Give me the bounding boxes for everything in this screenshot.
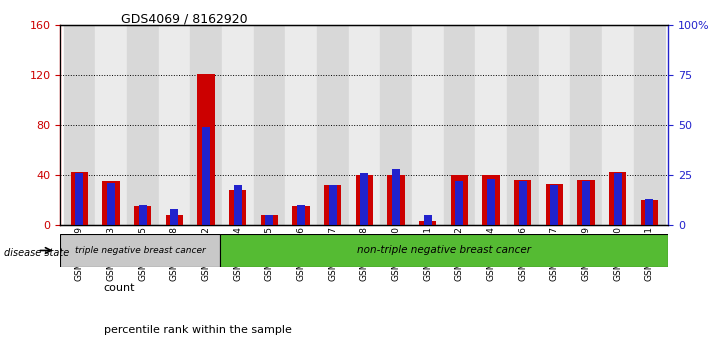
Bar [482,175,500,225]
Bar [202,127,210,225]
Bar [261,215,278,225]
Bar [475,25,507,225]
Bar [139,205,146,225]
Bar [456,181,464,225]
Bar [360,173,368,225]
Bar [380,25,412,225]
Bar [570,25,602,225]
Bar [609,172,626,225]
Bar [63,25,95,225]
Bar [602,25,634,225]
Bar [392,169,400,225]
Bar [356,175,373,225]
Bar [234,185,242,225]
Bar [348,25,380,225]
Text: count: count [104,283,135,293]
Bar [538,25,570,225]
Bar [171,209,178,225]
Bar [134,206,151,225]
Bar [545,183,563,225]
Bar [444,25,475,225]
Bar [107,183,115,225]
Bar [634,25,665,225]
Bar [222,25,254,225]
Bar [507,25,538,225]
Bar [317,25,348,225]
Bar [582,181,590,225]
Bar [198,74,215,225]
Bar [70,172,88,225]
Bar [614,173,621,225]
Bar [159,25,191,225]
Bar [292,206,310,225]
Text: non-triple negative breast cancer: non-triple negative breast cancer [358,245,531,256]
Bar [60,234,220,267]
Bar [166,215,183,225]
Text: GDS4069 / 8162920: GDS4069 / 8162920 [121,12,247,25]
Bar [412,25,444,225]
Bar [191,25,222,225]
Bar [75,173,83,225]
Bar [220,234,668,267]
Bar [519,181,527,225]
Bar [646,199,653,225]
Text: percentile rank within the sample: percentile rank within the sample [104,325,292,335]
Bar [102,181,119,225]
Bar [641,200,658,225]
Bar [127,25,159,225]
Bar [514,180,531,225]
Bar [229,190,247,225]
Bar [324,185,341,225]
Bar [265,215,273,225]
Bar [419,221,437,225]
Bar [577,180,594,225]
Bar [487,179,495,225]
Bar [285,25,317,225]
Bar [451,175,468,225]
Bar [387,175,405,225]
Bar [95,25,127,225]
Text: disease state: disease state [4,248,69,258]
Bar [254,25,285,225]
Text: triple negative breast cancer: triple negative breast cancer [75,246,205,255]
Bar [424,215,432,225]
Bar [328,185,337,225]
Bar [297,205,305,225]
Bar [550,185,558,225]
